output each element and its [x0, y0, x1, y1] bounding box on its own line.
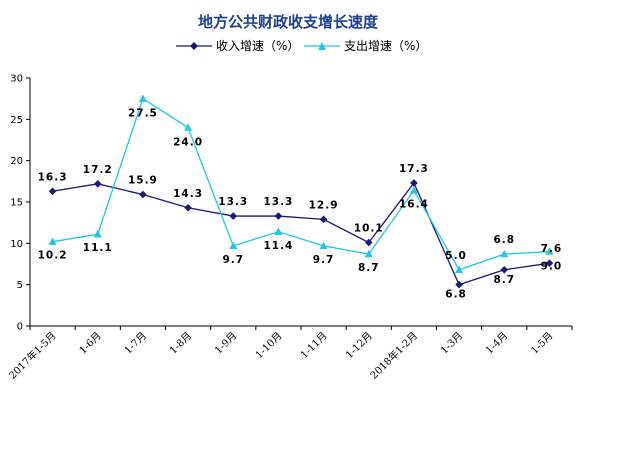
data-label: 8.7: [493, 274, 515, 286]
data-point: [48, 187, 57, 196]
data-point: [138, 94, 147, 102]
data-label: 16.3: [38, 171, 68, 183]
series-layer: [48, 94, 554, 289]
legend-entry-expenditure: 支出增速（%）: [304, 39, 427, 53]
y-tick-label: 10: [10, 239, 23, 250]
legend-label-expenditure: 支出增速（%）: [344, 39, 427, 53]
data-label: 13.3: [218, 196, 248, 208]
x-tick-label: 1-11月: [298, 330, 329, 361]
data-point: [93, 180, 102, 188]
data-label: 27.5: [128, 108, 158, 120]
data-point: [319, 241, 328, 250]
data-label: 6.8: [493, 234, 515, 246]
data-point: [455, 265, 464, 273]
data-label: 8.7: [358, 262, 380, 274]
chart-title: 地方公共财政收支增长速度: [198, 13, 379, 31]
x-tick-label: 1-9月: [212, 330, 239, 357]
data-point: [139, 190, 147, 199]
data-label: 24.0: [173, 137, 203, 149]
data-label: 11.1: [83, 242, 113, 254]
series-line-1: [52, 97, 550, 271]
axes: 0 5 10 15 20 25 30 2017年1-5月 1-6月 1-7月 1-8月 1-9月 1-1…: [6, 74, 573, 382]
data-label: 10.1: [354, 223, 384, 235]
data-label: 9.0: [541, 261, 563, 273]
data-point: [274, 227, 283, 235]
y-tick-label: 30: [10, 74, 23, 85]
x-tick-label: 1-5月: [529, 330, 556, 357]
data-label: 9.7: [313, 254, 335, 266]
y-tick-label: 20: [10, 156, 23, 167]
data-point: [500, 249, 509, 258]
x-tick-label: 2018年1-2月: [367, 329, 420, 382]
y-tick-label: 5: [17, 280, 23, 291]
x-tick-label: 1-8月: [167, 330, 194, 357]
data-point: [319, 215, 328, 224]
x-tick-label: 1-10月: [253, 330, 284, 361]
data-label: 10.2: [38, 250, 68, 262]
x-tick-label: 1-7月: [122, 330, 149, 357]
y-tick-label: 0: [17, 322, 23, 333]
data-point: [184, 123, 193, 131]
data-label: 5.0: [445, 250, 467, 262]
data-label: 13.3: [263, 196, 293, 208]
data-point: [274, 212, 283, 220]
data-label: 7.6: [541, 243, 563, 255]
data-label: 11.4: [263, 240, 293, 252]
data-point: [410, 179, 418, 187]
data-point: [364, 238, 373, 247]
data-point: [545, 259, 554, 267]
y-tick-label: 25: [10, 115, 23, 126]
legend-label-income: 收入增速（%）: [216, 39, 299, 53]
data-point: [364, 249, 373, 258]
data-point: [455, 280, 463, 289]
data-point: [184, 203, 192, 212]
data-point: [48, 237, 57, 245]
x-tick-label: 1-4月: [483, 330, 510, 357]
data-point: [93, 230, 102, 238]
data-labels-layer: 16.3 17.2 15.9 14.3 13.3 13.3 12.9 10.1 17.3 6.8 8…: [38, 108, 563, 301]
data-point: [545, 247, 554, 255]
x-tick-label: 2017年1-5月: [6, 329, 59, 382]
legend: 收入增速（%） 支出增速（%）: [176, 39, 427, 53]
data-point: [229, 241, 238, 250]
data-label: 9.7: [222, 254, 244, 266]
data-label: 15.9: [128, 175, 158, 187]
x-tick-label: 1-6月: [77, 330, 104, 357]
data-point: [500, 265, 509, 274]
data-point: [409, 186, 418, 194]
data-label: 16.4: [399, 198, 429, 210]
data-point: [229, 212, 238, 220]
x-tick-label: 1-3月: [438, 330, 465, 357]
data-label: 17.2: [83, 164, 113, 176]
legend-entry-income: 收入增速（%）: [176, 39, 299, 53]
legend-marker-income: [190, 42, 198, 50]
data-label: 6.8: [445, 289, 467, 301]
x-tick-label: 1-12月: [343, 330, 374, 361]
series-line-0: [52, 181, 550, 286]
data-label: 17.3: [399, 163, 429, 175]
data-label: 14.3: [173, 188, 203, 200]
y-tick-label: 15: [10, 198, 23, 209]
data-label: 12.9: [309, 199, 339, 211]
legend-marker-expenditure: [318, 42, 326, 50]
